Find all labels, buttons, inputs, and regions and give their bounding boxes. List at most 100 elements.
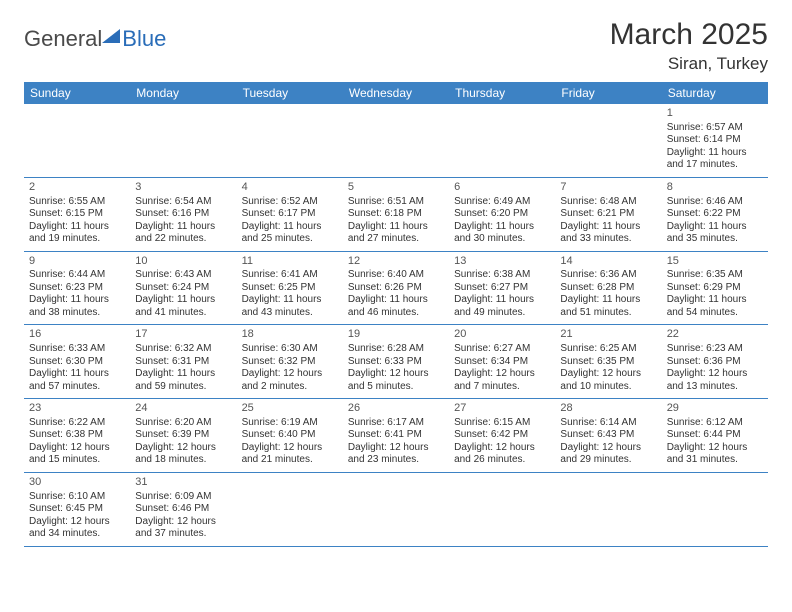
week-row: 9Sunrise: 6:44 AMSunset: 6:23 PMDaylight…: [24, 252, 768, 326]
day-info-line: Sunset: 6:46 PM: [135, 503, 231, 516]
day-info-line: Sunrise: 6:25 AM: [560, 343, 656, 356]
day-info-line: Sunrise: 6:15 AM: [454, 417, 550, 430]
day-info-line: Daylight: 11 hours: [29, 368, 125, 381]
day-number: 12: [348, 255, 444, 269]
day-info-line: Sunset: 6:35 PM: [560, 356, 656, 369]
day-info-line: Sunset: 6:30 PM: [29, 356, 125, 369]
day-info-line: Daylight: 12 hours: [454, 368, 550, 381]
dayname-sat: Saturday: [662, 82, 768, 104]
logo-text-blue: Blue: [122, 26, 166, 52]
day-info-line: Sunset: 6:39 PM: [135, 429, 231, 442]
day-number: 8: [667, 181, 763, 195]
day-info-line: Sunset: 6:16 PM: [135, 208, 231, 221]
day-info-line: Sunset: 6:44 PM: [667, 429, 763, 442]
day-info-line: Daylight: 11 hours: [242, 294, 338, 307]
day-info-line: Sunset: 6:41 PM: [348, 429, 444, 442]
day-info-line: Sunrise: 6:17 AM: [348, 417, 444, 430]
day-number: 25: [242, 402, 338, 416]
day-info-line: and 59 minutes.: [135, 381, 231, 394]
day-info-line: Daylight: 11 hours: [348, 221, 444, 234]
day-cell: 6Sunrise: 6:49 AMSunset: 6:20 PMDaylight…: [449, 178, 555, 251]
day-info-line: and 25 minutes.: [242, 233, 338, 246]
day-number: 4: [242, 181, 338, 195]
day-info-line: and 5 minutes.: [348, 381, 444, 394]
day-cell: 13Sunrise: 6:38 AMSunset: 6:27 PMDayligh…: [449, 252, 555, 325]
day-info-line: Sunrise: 6:12 AM: [667, 417, 763, 430]
day-number: 3: [135, 181, 231, 195]
day-info-line: Sunset: 6:45 PM: [29, 503, 125, 516]
day-info-line: Daylight: 11 hours: [560, 294, 656, 307]
day-info-line: Daylight: 11 hours: [667, 294, 763, 307]
empty-cell: [555, 104, 661, 177]
day-number: 18: [242, 328, 338, 342]
day-info-line: Daylight: 11 hours: [348, 294, 444, 307]
day-cell: 15Sunrise: 6:35 AMSunset: 6:29 PMDayligh…: [662, 252, 768, 325]
logo: General Blue: [24, 26, 166, 52]
empty-cell: [237, 104, 343, 177]
day-info-line: Sunset: 6:40 PM: [242, 429, 338, 442]
day-info-line: Sunset: 6:25 PM: [242, 282, 338, 295]
day-info-line: Sunset: 6:43 PM: [560, 429, 656, 442]
day-info-line: Daylight: 12 hours: [348, 368, 444, 381]
day-cell: 7Sunrise: 6:48 AMSunset: 6:21 PMDaylight…: [555, 178, 661, 251]
dayname-sun: Sunday: [24, 82, 130, 104]
day-info-line: Daylight: 12 hours: [560, 442, 656, 455]
day-number: 17: [135, 328, 231, 342]
day-info-line: and 29 minutes.: [560, 454, 656, 467]
day-info-line: and 13 minutes.: [667, 381, 763, 394]
header-row: General Blue March 2025 Siran, Turkey: [24, 18, 768, 74]
day-info-line: Sunrise: 6:48 AM: [560, 196, 656, 209]
day-cell: 23Sunrise: 6:22 AMSunset: 6:38 PMDayligh…: [24, 399, 130, 472]
day-info-line: Sunset: 6:23 PM: [29, 282, 125, 295]
day-info-line: and 46 minutes.: [348, 307, 444, 320]
calendar: Sunday Monday Tuesday Wednesday Thursday…: [24, 82, 768, 547]
day-cell: 31Sunrise: 6:09 AMSunset: 6:46 PMDayligh…: [130, 473, 236, 546]
day-info-line: Sunrise: 6:14 AM: [560, 417, 656, 430]
day-number: 7: [560, 181, 656, 195]
day-info-line: Sunrise: 6:27 AM: [454, 343, 550, 356]
day-info-line: and 54 minutes.: [667, 307, 763, 320]
empty-cell: [24, 104, 130, 177]
day-info-line: Sunrise: 6:54 AM: [135, 196, 231, 209]
day-info-line: Sunset: 6:17 PM: [242, 208, 338, 221]
day-info-line: Daylight: 11 hours: [667, 221, 763, 234]
day-info-line: Sunrise: 6:41 AM: [242, 269, 338, 282]
day-number: 15: [667, 255, 763, 269]
dayname-mon: Monday: [130, 82, 236, 104]
day-number: 16: [29, 328, 125, 342]
day-info-line: Daylight: 12 hours: [348, 442, 444, 455]
day-cell: 2Sunrise: 6:55 AMSunset: 6:15 PMDaylight…: [24, 178, 130, 251]
day-info-line: Sunrise: 6:57 AM: [667, 122, 763, 135]
day-cell: 8Sunrise: 6:46 AMSunset: 6:22 PMDaylight…: [662, 178, 768, 251]
day-info-line: and 31 minutes.: [667, 454, 763, 467]
day-number: 19: [348, 328, 444, 342]
empty-cell: [343, 473, 449, 546]
day-info-line: Sunrise: 6:23 AM: [667, 343, 763, 356]
empty-cell: [555, 473, 661, 546]
day-number: 11: [242, 255, 338, 269]
dayname-fri: Friday: [555, 82, 661, 104]
day-cell: 16Sunrise: 6:33 AMSunset: 6:30 PMDayligh…: [24, 325, 130, 398]
day-info-line: and 19 minutes.: [29, 233, 125, 246]
day-info-line: Sunset: 6:22 PM: [667, 208, 763, 221]
day-number: 13: [454, 255, 550, 269]
day-number: 26: [348, 402, 444, 416]
day-info-line: and 2 minutes.: [242, 381, 338, 394]
dayname-wed: Wednesday: [343, 82, 449, 104]
day-info-line: and 26 minutes.: [454, 454, 550, 467]
day-info-line: and 18 minutes.: [135, 454, 231, 467]
day-cell: 11Sunrise: 6:41 AMSunset: 6:25 PMDayligh…: [237, 252, 343, 325]
day-info-line: Sunrise: 6:10 AM: [29, 491, 125, 504]
empty-cell: [449, 473, 555, 546]
empty-cell: [343, 104, 449, 177]
day-info-line: Sunrise: 6:32 AM: [135, 343, 231, 356]
day-info-line: Daylight: 12 hours: [242, 442, 338, 455]
dayname-tue: Tuesday: [237, 82, 343, 104]
day-cell: 12Sunrise: 6:40 AMSunset: 6:26 PMDayligh…: [343, 252, 449, 325]
day-info-line: and 17 minutes.: [667, 159, 763, 172]
week-row: 23Sunrise: 6:22 AMSunset: 6:38 PMDayligh…: [24, 399, 768, 473]
day-info-line: Sunrise: 6:22 AM: [29, 417, 125, 430]
day-info-line: and 33 minutes.: [560, 233, 656, 246]
day-info-line: Sunset: 6:20 PM: [454, 208, 550, 221]
day-info-line: Sunrise: 6:43 AM: [135, 269, 231, 282]
